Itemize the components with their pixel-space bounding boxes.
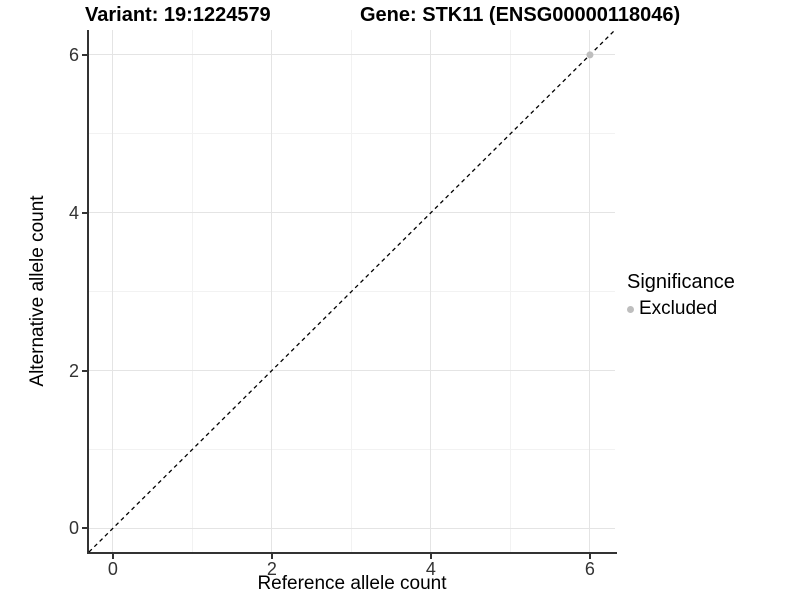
x-axis-title: Reference allele count bbox=[257, 573, 447, 594]
y-tick-mark bbox=[82, 53, 87, 56]
x-tick-label: 2 bbox=[266, 559, 277, 579]
x-axis-line bbox=[87, 552, 617, 554]
x-tick-label: 6 bbox=[584, 559, 595, 579]
legend-title: Significance bbox=[627, 271, 735, 293]
y-tick-mark bbox=[82, 369, 87, 372]
gridline-major bbox=[89, 54, 615, 56]
gridline-minor bbox=[89, 448, 615, 450]
gridline-minor bbox=[509, 30, 511, 552]
y-tick-label: 4 bbox=[68, 202, 79, 223]
gridline-major bbox=[89, 212, 615, 214]
chart-title-variant: Variant: 19:1224579 bbox=[85, 4, 271, 26]
chart-title-gene: Gene: STK11 (ENSG00000118046) bbox=[360, 4, 681, 26]
y-axis-title: Alternative allele count bbox=[27, 195, 48, 387]
y-tick-mark bbox=[82, 211, 87, 214]
y-tick-label: 2 bbox=[68, 360, 79, 381]
y-axis-line bbox=[87, 30, 89, 554]
gridline-major bbox=[430, 30, 432, 552]
gridline-minor bbox=[191, 30, 193, 552]
x-tick-mark bbox=[429, 554, 432, 559]
x-tick-label: 0 bbox=[107, 559, 118, 579]
x-tick-mark bbox=[111, 554, 114, 559]
legend: Significance Excluded bbox=[627, 271, 735, 320]
x-tick-label: 4 bbox=[425, 559, 436, 579]
gridline-major bbox=[589, 30, 591, 552]
y-tick-label: 0 bbox=[68, 518, 79, 539]
chart-geoms bbox=[88, 29, 616, 553]
legend-item-label: Excluded bbox=[639, 298, 718, 319]
plot-panel bbox=[87, 29, 617, 554]
y-tick-mark bbox=[82, 527, 87, 530]
legend-item: Excluded bbox=[627, 298, 735, 320]
gridline-major bbox=[112, 30, 114, 552]
x-tick-mark bbox=[588, 554, 591, 559]
gridline-major bbox=[271, 30, 273, 552]
identity-dashed-line bbox=[88, 29, 616, 553]
gridline-major bbox=[89, 527, 615, 529]
data-point bbox=[586, 51, 594, 59]
gridline-minor bbox=[89, 133, 615, 135]
legend-items: Excluded bbox=[627, 298, 735, 320]
x-tick-mark bbox=[270, 554, 273, 559]
gridline-major bbox=[89, 370, 615, 371]
legend-point-icon bbox=[627, 305, 634, 313]
y-tick-label: 6 bbox=[68, 44, 79, 65]
